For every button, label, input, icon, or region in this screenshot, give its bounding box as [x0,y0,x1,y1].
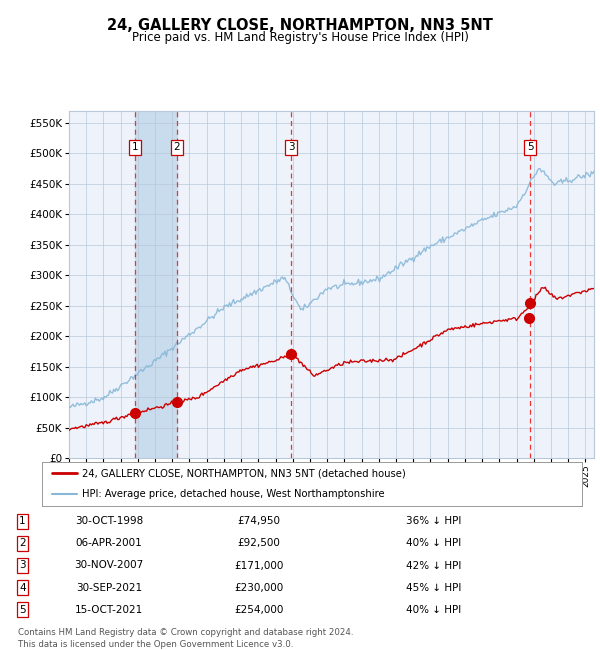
Text: 3: 3 [288,142,295,152]
Text: £92,500: £92,500 [238,538,280,549]
Text: 2: 2 [173,142,180,152]
Text: 15-OCT-2021: 15-OCT-2021 [75,604,143,615]
Text: 06-APR-2001: 06-APR-2001 [76,538,142,549]
Text: 24, GALLERY CLOSE, NORTHAMPTON, NN3 5NT: 24, GALLERY CLOSE, NORTHAMPTON, NN3 5NT [107,18,493,33]
Text: 1: 1 [131,142,138,152]
Text: 2: 2 [19,538,26,549]
Text: 1: 1 [19,516,26,526]
Text: HPI: Average price, detached house, West Northamptonshire: HPI: Average price, detached house, West… [83,489,385,499]
Text: 42% ↓ HPI: 42% ↓ HPI [406,560,461,571]
Text: £74,950: £74,950 [238,516,280,526]
Text: 30-NOV-2007: 30-NOV-2007 [74,560,143,571]
Text: 40% ↓ HPI: 40% ↓ HPI [406,538,461,549]
Text: 40% ↓ HPI: 40% ↓ HPI [406,604,461,615]
Text: Contains HM Land Registry data © Crown copyright and database right 2024.
This d: Contains HM Land Registry data © Crown c… [18,628,353,649]
Text: 36% ↓ HPI: 36% ↓ HPI [406,516,461,526]
Text: £230,000: £230,000 [234,582,283,593]
Text: 4: 4 [19,582,26,593]
Text: £254,000: £254,000 [234,604,284,615]
Text: 5: 5 [19,604,26,615]
Text: 5: 5 [527,142,533,152]
Text: 3: 3 [19,560,26,571]
Text: £171,000: £171,000 [234,560,284,571]
Text: Price paid vs. HM Land Registry's House Price Index (HPI): Price paid vs. HM Land Registry's House … [131,31,469,44]
Text: 45% ↓ HPI: 45% ↓ HPI [406,582,461,593]
Text: 24, GALLERY CLOSE, NORTHAMPTON, NN3 5NT (detached house): 24, GALLERY CLOSE, NORTHAMPTON, NN3 5NT … [83,469,406,478]
Bar [135,111,177,458]
Text: 30-OCT-1998: 30-OCT-1998 [75,516,143,526]
Text: 30-SEP-2021: 30-SEP-2021 [76,582,142,593]
